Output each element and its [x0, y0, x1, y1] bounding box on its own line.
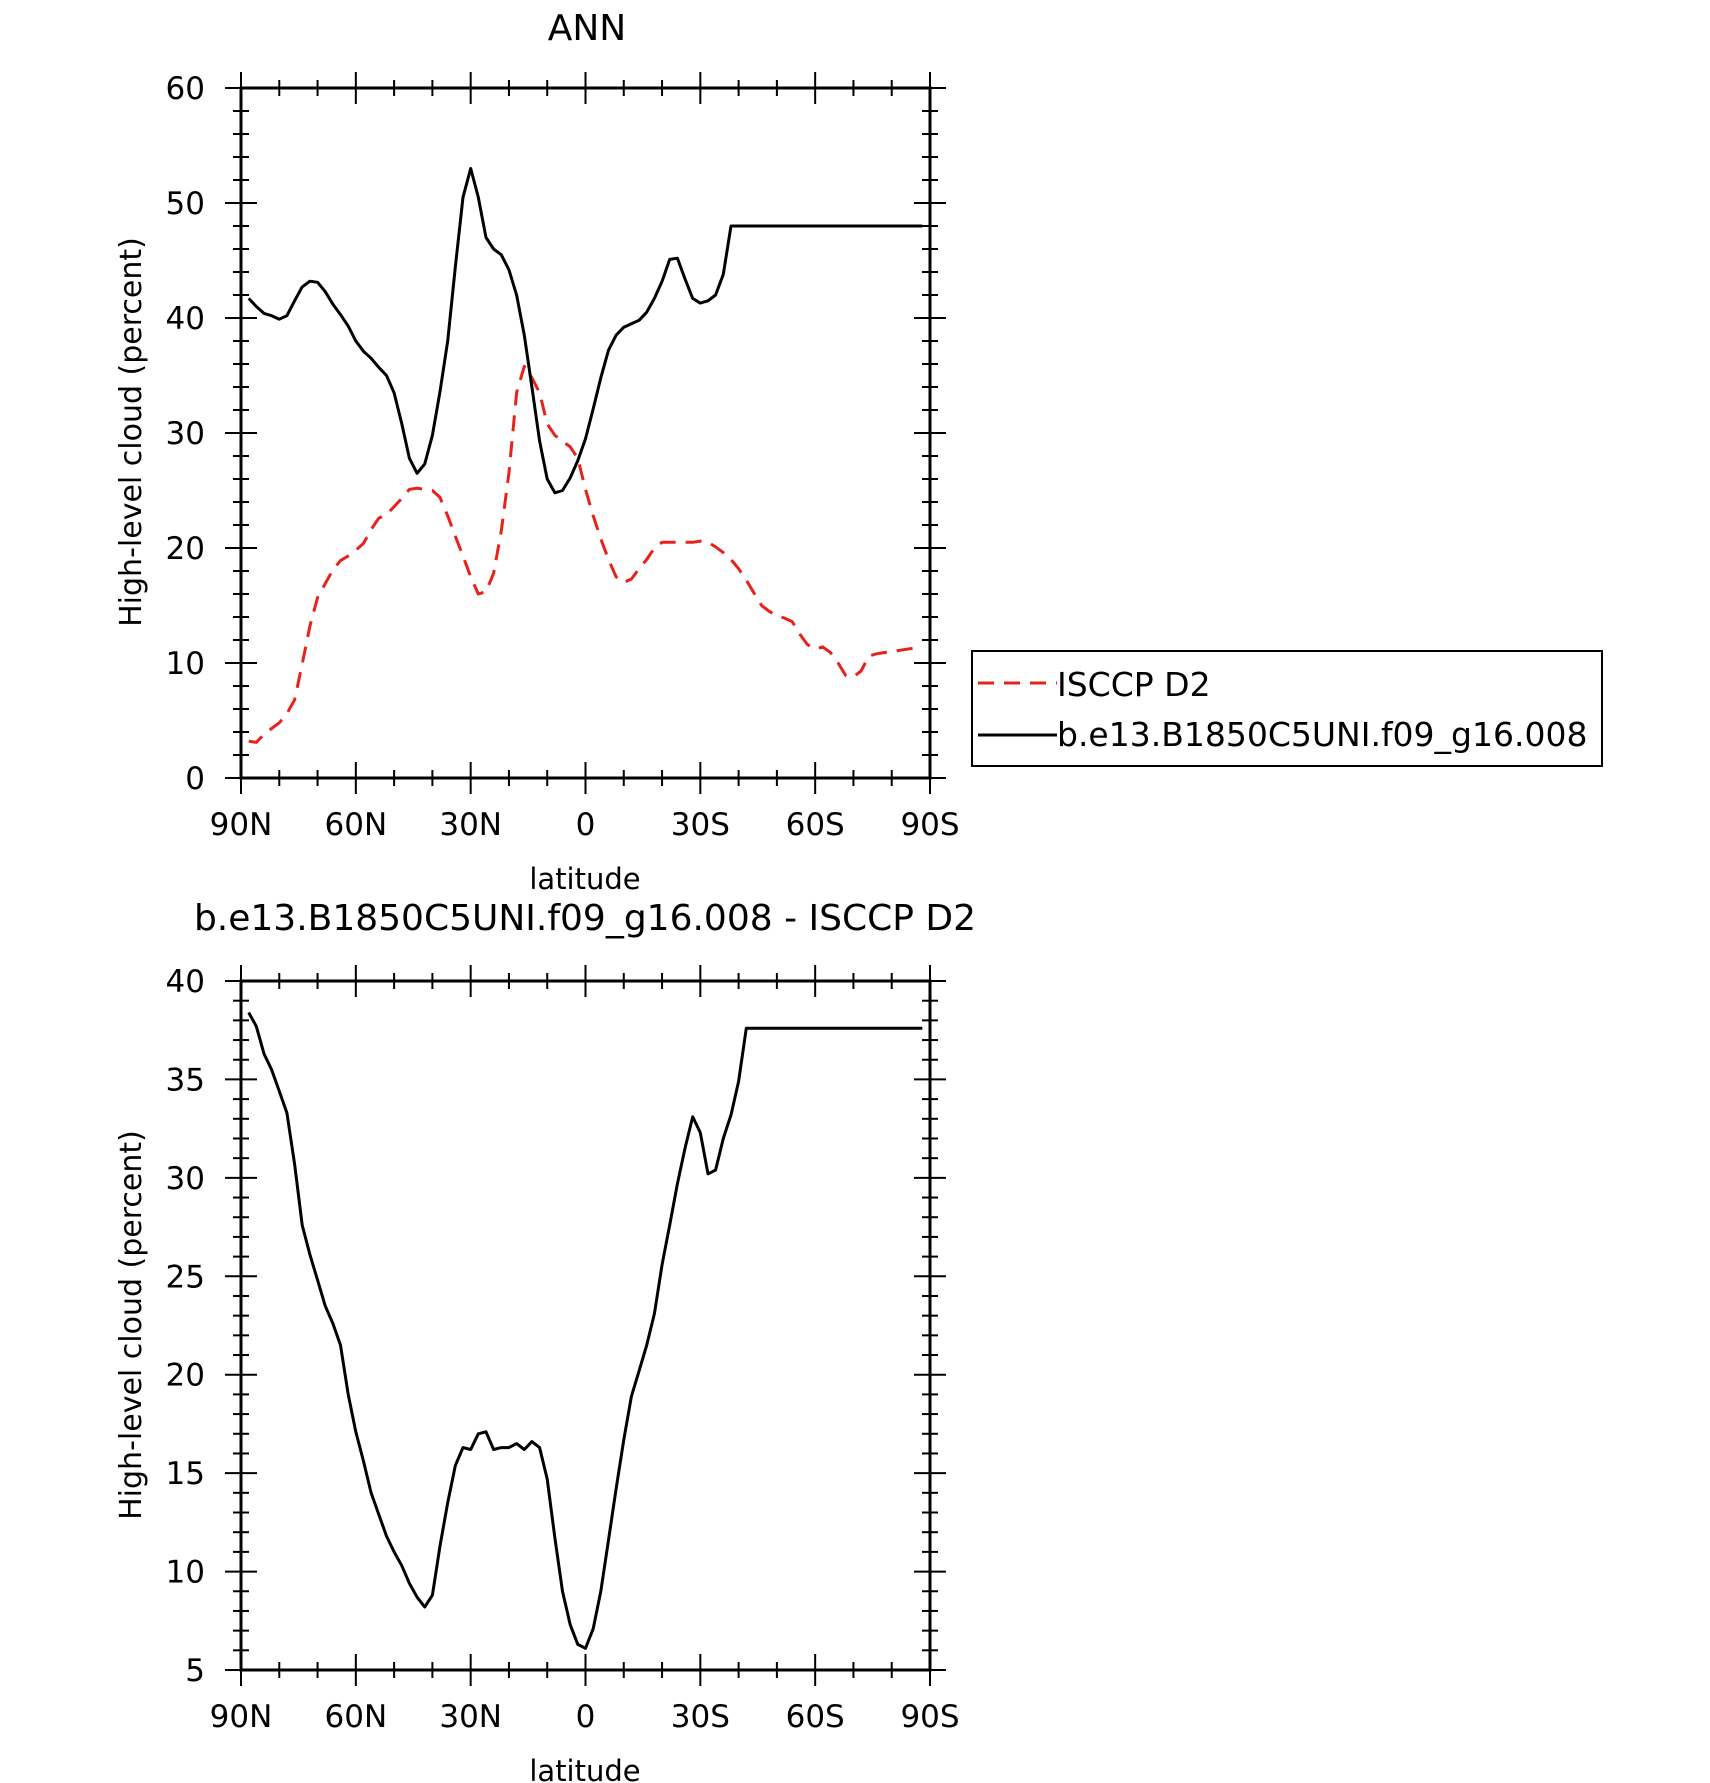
axes-ticks: 0 10 20 30 40 50 60 90N 60N 30N 0 30S 60S 90S	[166, 71, 960, 843]
y-tick-label: 10	[166, 1555, 205, 1591]
y-tick-label: 60	[166, 71, 205, 107]
y-tick-label: 5	[185, 1653, 205, 1689]
x-tick-label: 60S	[786, 807, 845, 843]
axes-ticks: 5 10 15 20 25 30 35 40 90N 60N 30N 0 30S 60S 90S	[166, 964, 960, 1735]
y-tick-label: 40	[166, 964, 205, 1000]
x-tick-label: 90N	[210, 1699, 273, 1735]
x-tick-label: 30S	[671, 807, 730, 843]
plot-frame	[239, 979, 932, 1672]
y-tick-label: 30	[166, 416, 205, 452]
plot-frame	[239, 86, 932, 780]
x-axis-label: latitude	[529, 1754, 640, 1783]
x-tick-label: 0	[576, 807, 596, 843]
y-tick-label: 20	[166, 531, 205, 567]
y-tick-label: 20	[166, 1358, 205, 1394]
x-tick-label: 30N	[439, 1699, 502, 1735]
legend-box	[971, 650, 1603, 767]
legend-label-model: b.e13.B1850C5UNI.f09_g16.008	[1057, 715, 1587, 754]
y-tick-label: 50	[166, 186, 205, 222]
y-tick-label: 35	[166, 1062, 205, 1098]
legend-label-isccp: ISCCP D2	[1057, 665, 1211, 704]
x-axis-label: latitude	[529, 862, 640, 896]
series-line-isccp-d2	[248, 364, 923, 744]
series-lines	[247, 1011, 923, 1650]
series-lines	[247, 167, 923, 744]
series-line	[247, 1011, 923, 1650]
chart-title: b.e13.B1850C5UNI.f09_g16.008 - ISCCP D2	[194, 898, 976, 939]
x-tick-label: 0	[576, 1699, 596, 1735]
y-axis-label: High-level cloud (percent)	[114, 1130, 149, 1520]
y-tick-label: 25	[166, 1259, 205, 1295]
x-tick-label: 30N	[439, 807, 502, 843]
x-tick-label: 60S	[786, 1699, 845, 1735]
x-tick-label: 60N	[325, 1699, 388, 1735]
x-tick-label: 60N	[325, 807, 388, 843]
chart-title: ANN	[548, 8, 627, 49]
y-tick-label: 30	[166, 1161, 205, 1197]
plot-difference-high-cloud: b.e13.B1850C5UNI.f09_g16.008 - ISCCP D2 …	[114, 898, 976, 1783]
x-tick-label: 90S	[900, 1699, 959, 1735]
y-tick-label: 40	[166, 301, 205, 337]
plot-annual-high-cloud: ANN 0 10 20 30 40 50 60 90N 60N 30N 0 30S 60S 90S lat…	[114, 8, 1603, 896]
series-line-b-e13-b1850c5uni-f09-g16-008	[247, 167, 923, 495]
x-tick-label: 90N	[210, 807, 273, 843]
y-axis-label: High-level cloud (percent)	[114, 237, 149, 627]
y-tick-label: 0	[185, 761, 205, 797]
x-tick-label: 30S	[671, 1699, 730, 1735]
y-tick-label: 15	[166, 1456, 205, 1492]
x-tick-label: 90S	[900, 807, 959, 843]
y-tick-label: 10	[166, 646, 205, 682]
legend: ISCCP D2 b.e13.B1850C5UNI.f09_g16.008	[971, 650, 1603, 767]
